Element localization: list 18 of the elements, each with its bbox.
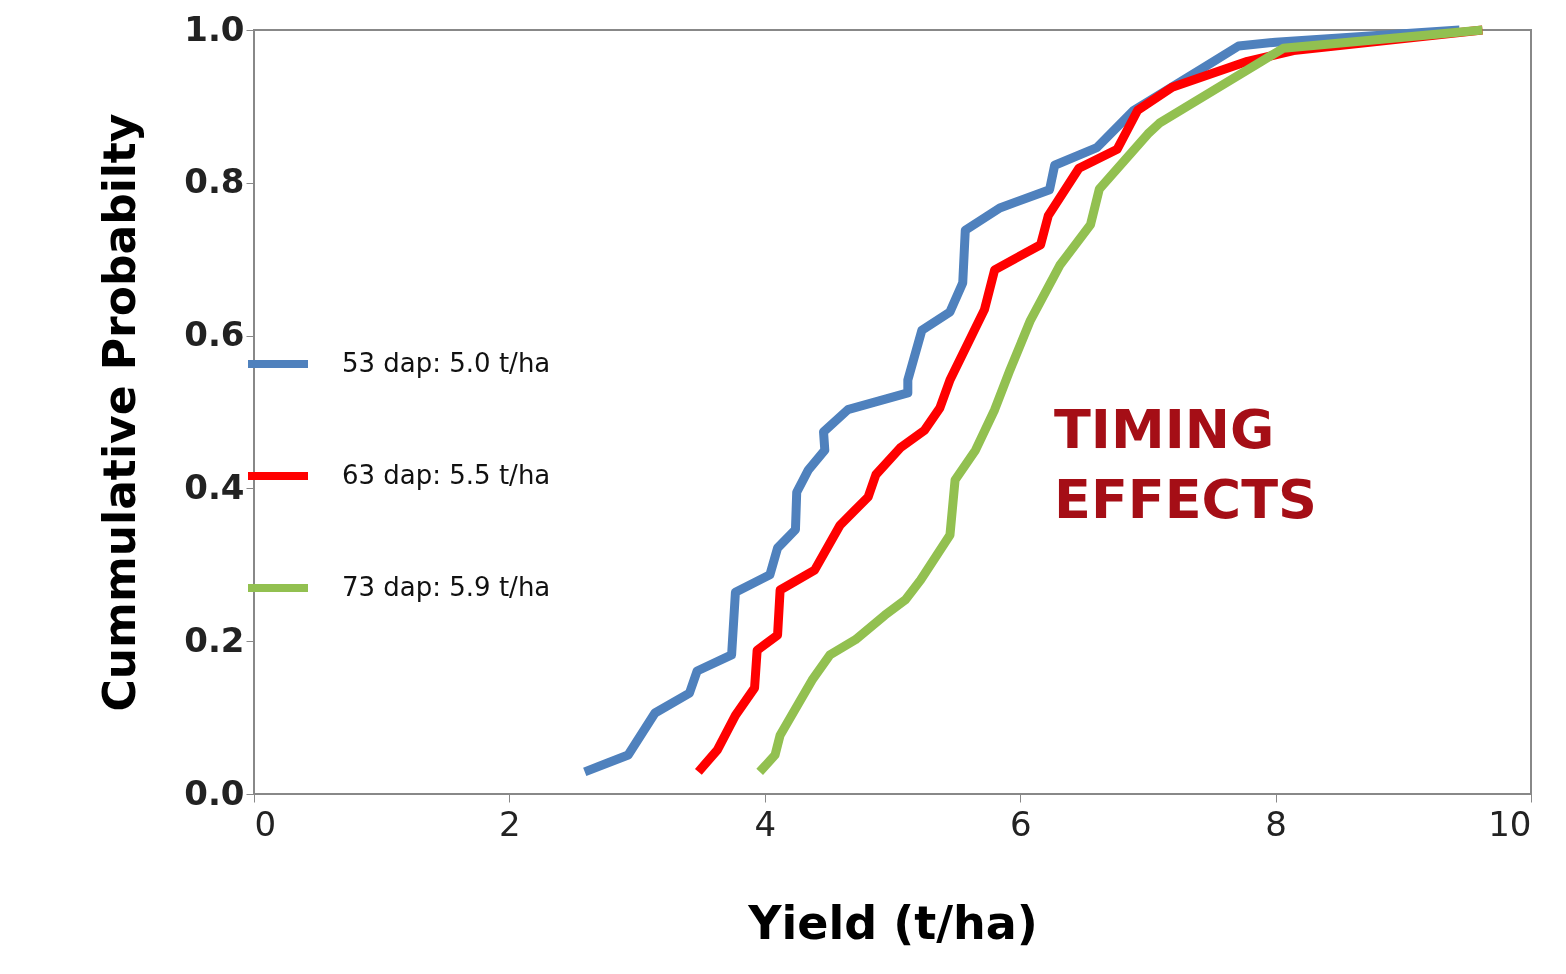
y-tick-label: 0.2 [184, 619, 245, 660]
x-tick-label: 0 [254, 803, 277, 844]
legend-label: 63 dap: 5.5 t/ha [342, 460, 551, 490]
x-tick-label: 4 [754, 803, 777, 844]
legend-label: 53 dap: 5.0 t/ha [342, 348, 551, 378]
x-tick-label: 8 [1265, 803, 1287, 844]
annotation: TIMING EFFECTS [1054, 398, 1317, 531]
x-tick-label: 10 [1488, 803, 1532, 844]
y-tick-label: 0.4 [184, 466, 245, 507]
y-tick-label: 1.0 [184, 8, 245, 49]
x-axis-title: Yield (t/ha) [747, 895, 1038, 950]
y-axis-title: Cummulative Probabilty [94, 113, 146, 712]
x-tick-label: 2 [499, 803, 521, 844]
x-tick-label: 6 [1009, 803, 1032, 844]
y-tick-label: 0.6 [184, 314, 245, 355]
legend-label: 73 dap: 5.9 t/ha [342, 572, 551, 602]
y-tick-label: 0.0 [184, 772, 245, 813]
y-tick-label: 0.8 [184, 161, 245, 202]
